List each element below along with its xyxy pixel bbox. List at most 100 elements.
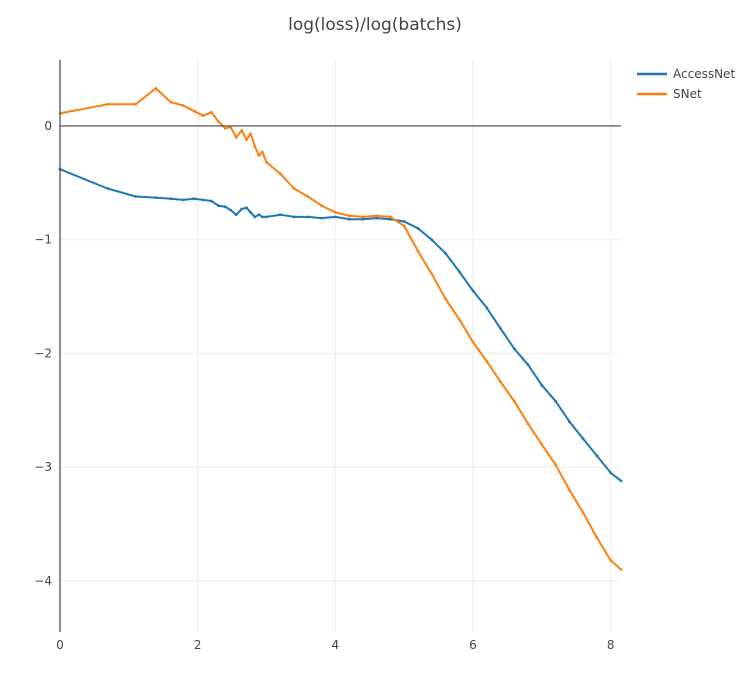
data-point <box>249 132 253 136</box>
data-point <box>265 160 268 164</box>
data-point <box>361 215 365 219</box>
data-point <box>210 199 213 203</box>
data-point <box>444 251 447 255</box>
data-point <box>581 511 585 514</box>
axes: 0 2 4 6 8 0 −1 −2 −3 −4 <box>34 60 621 652</box>
data-point <box>216 204 220 208</box>
data-point <box>595 536 599 539</box>
data-point <box>526 363 530 367</box>
data-point <box>485 360 489 363</box>
data-point <box>278 213 282 217</box>
data-point <box>245 206 248 210</box>
data-point <box>430 272 434 276</box>
data-point <box>595 454 599 458</box>
data-point <box>444 297 447 301</box>
data-point <box>210 110 213 114</box>
data-point <box>389 215 392 219</box>
data-point <box>181 198 185 202</box>
data-point <box>320 204 323 208</box>
data-point <box>240 207 244 211</box>
data-point <box>292 187 296 190</box>
data-point <box>261 215 264 219</box>
data-point <box>333 215 337 219</box>
data-point <box>240 129 244 132</box>
data-point <box>554 399 557 403</box>
data-point <box>253 215 257 219</box>
data-point <box>278 172 282 176</box>
data-point <box>526 422 530 426</box>
data-point <box>169 100 173 104</box>
y-tick-label: −3 <box>34 460 52 474</box>
data-point <box>306 215 310 219</box>
data-point <box>619 568 623 571</box>
data-point <box>512 399 516 403</box>
data-point <box>261 150 264 154</box>
data-point <box>361 217 365 221</box>
data-point <box>154 87 158 90</box>
data-point <box>134 102 138 106</box>
data-point <box>499 380 502 384</box>
data-point <box>333 211 337 214</box>
data-point <box>416 226 420 230</box>
data-point <box>106 187 109 190</box>
data-point <box>320 216 323 220</box>
data-point <box>471 289 475 293</box>
data-point <box>568 488 571 492</box>
data-point <box>253 145 257 148</box>
x-tick-label: 6 <box>469 638 477 652</box>
data-point <box>581 437 585 441</box>
legend-label-accessnet: AccessNet <box>673 67 735 81</box>
data-point <box>499 327 502 330</box>
data-point <box>249 211 253 214</box>
data-point <box>375 216 378 220</box>
series-accessnet <box>58 167 623 483</box>
data-point <box>181 104 185 107</box>
data-point <box>540 443 544 446</box>
y-tick-label: 0 <box>44 119 52 133</box>
data-point <box>512 347 516 351</box>
data-point <box>485 306 489 310</box>
data-point <box>169 197 173 201</box>
data-point <box>375 214 378 218</box>
data-point <box>245 138 248 142</box>
data-point <box>347 214 351 218</box>
data-point <box>223 205 227 209</box>
x-tick-label: 4 <box>332 638 340 652</box>
series-group <box>58 87 623 571</box>
data-point <box>154 196 158 200</box>
legend-label-snet: SNet <box>673 87 702 101</box>
data-point <box>192 109 196 113</box>
data-point <box>609 559 613 562</box>
series-line-accessnet <box>59 168 622 482</box>
data-point <box>306 195 310 198</box>
data-point <box>402 224 406 228</box>
data-point <box>471 340 475 344</box>
data-point <box>192 197 196 201</box>
data-point <box>292 215 296 219</box>
data-point <box>609 471 613 475</box>
y-tick-label: −1 <box>34 233 52 247</box>
data-point <box>106 102 109 106</box>
chart-title: log(loss)/log(batchs) <box>288 15 462 35</box>
data-point <box>257 213 261 217</box>
y-tick-label: −4 <box>34 574 52 588</box>
data-point <box>201 198 205 202</box>
data-point <box>234 135 238 139</box>
data-point <box>347 217 351 221</box>
data-point <box>457 270 461 273</box>
data-point <box>540 383 544 387</box>
data-point <box>201 114 205 118</box>
legend: AccessNet SNet <box>637 67 735 101</box>
x-tick-label: 2 <box>194 638 202 652</box>
y-tick-label: −2 <box>34 346 52 360</box>
data-point <box>216 120 220 123</box>
data-point <box>568 420 571 423</box>
data-point <box>265 215 268 219</box>
data-point <box>402 220 406 223</box>
data-point <box>229 208 233 212</box>
data-point <box>457 317 461 321</box>
series-line-snet <box>59 87 622 571</box>
data-point <box>223 126 227 130</box>
grid <box>60 60 621 632</box>
data-point <box>134 195 138 198</box>
